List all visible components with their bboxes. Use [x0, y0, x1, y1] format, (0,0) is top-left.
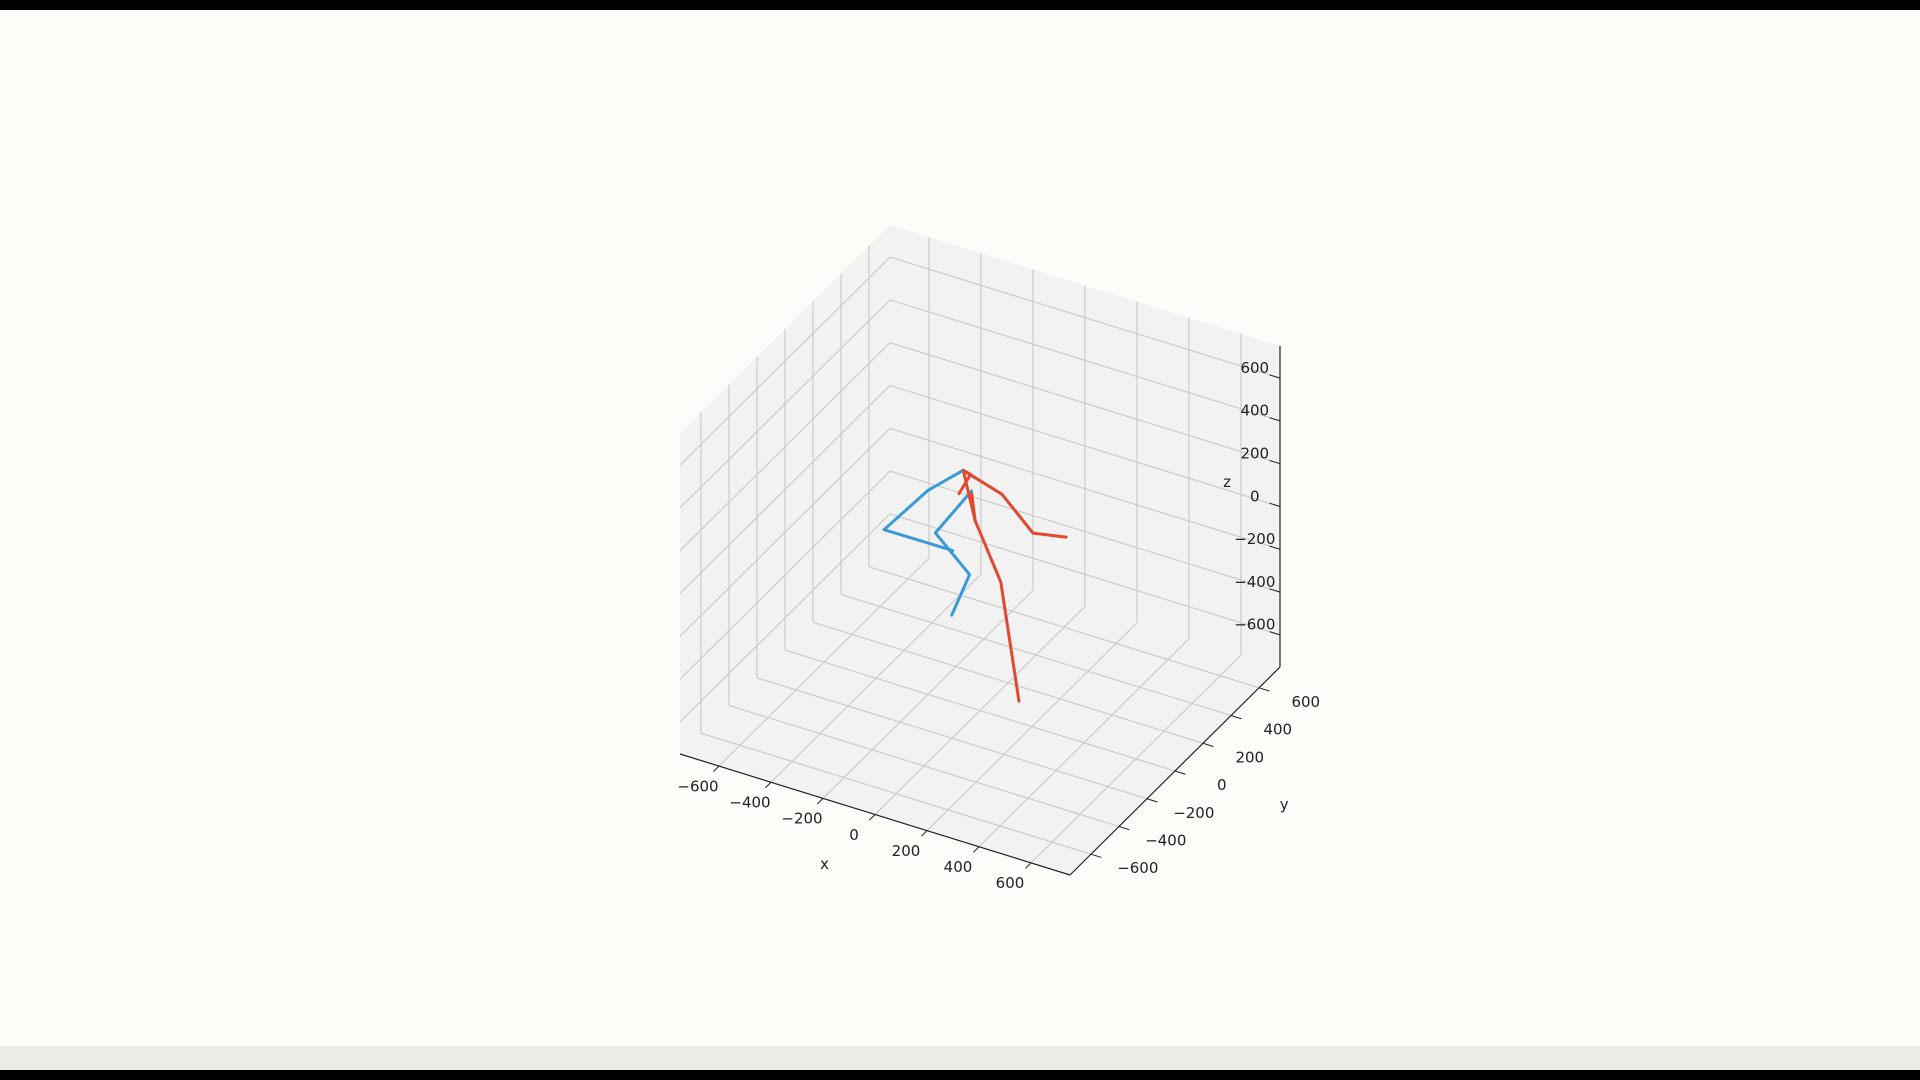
bottom-bar — [0, 1046, 1920, 1070]
y-tick-label-0: −600 — [1117, 859, 1158, 877]
z-tick-label-5: 400 — [1240, 402, 1269, 420]
grid-floor-y-3 — [784, 649, 1176, 772]
grid-ywall-z-6 — [889, 256, 1281, 379]
x-tick-label-4: 200 — [892, 842, 921, 860]
y-tick-3 — [1174, 770, 1186, 775]
y-tick-1 — [1118, 825, 1130, 831]
grid-floor-y-4 — [812, 621, 1204, 744]
grid-ywall-z-3 — [889, 384, 1281, 508]
grid-ywall-z-5 — [889, 299, 1281, 422]
y-tick-label-3: 0 — [1217, 776, 1227, 794]
series-right-arm — [961, 468, 1068, 539]
grid-floor-y-6 — [868, 566, 1260, 689]
grid-floor-x-5 — [978, 638, 1190, 848]
pose-3d-chart: −600−600−600−400−400−400−200 −200−2000002… — [677, 225, 1320, 892]
grid-xwall-z-4 — [679, 342, 891, 552]
x-tick-5 — [973, 846, 980, 853]
x-tick-label-6: 600 — [996, 874, 1025, 892]
y-axis-label: y — [1280, 795, 1289, 813]
z-tick-label-6: 600 — [1240, 359, 1269, 377]
y-tick-label-2: −200 — [1173, 804, 1214, 822]
z-tick-label-2: −200 — [1234, 530, 1275, 548]
z-tick-4 — [1269, 459, 1281, 465]
z-axis-label: z — [1223, 473, 1231, 491]
x-tick-2 — [817, 798, 824, 805]
z-tick-2 — [1269, 545, 1281, 550]
x-tick-label-5: 400 — [944, 858, 973, 876]
y-tick-5 — [1230, 715, 1242, 720]
x-tick-label-0: −600 — [677, 777, 718, 795]
z-tick-label-0: −600 — [1234, 616, 1275, 634]
y-tick-label-4: 200 — [1235, 748, 1264, 766]
x-axis-label: x — [820, 855, 829, 873]
z-tick-0 — [1269, 631, 1281, 636]
y-tick-4 — [1202, 742, 1214, 747]
z-tick-label-4: 200 — [1240, 445, 1269, 463]
grid-floor-x-4 — [926, 622, 1138, 832]
z-tick-1 — [1269, 588, 1281, 593]
z-tick-6 — [1269, 374, 1281, 379]
figure-canvas: −600 −600 −600 −400 −400 −400 −200 −200 −200 0 0 0 2… — [0, 10, 1920, 1046]
x-tick-label-3: 0 — [849, 826, 859, 844]
x-tick-4 — [921, 830, 928, 837]
z-tick-3 — [1269, 502, 1281, 507]
x-tick-label-2: −200 — [781, 810, 822, 828]
grid-ywall-z-4 — [889, 342, 1281, 465]
z-tick-label-1: −400 — [1234, 573, 1275, 591]
series-left-arm — [882, 468, 965, 553]
x-tick-3 — [869, 814, 876, 821]
x-tick-6 — [1025, 862, 1032, 869]
grid-floor-y-5 — [840, 594, 1232, 717]
y-tick-label-1: −400 — [1145, 831, 1186, 849]
y-tick-2 — [1146, 798, 1158, 803]
y-tick-6 — [1258, 687, 1270, 692]
series-left-leg — [933, 489, 973, 617]
grid-floor-x-6 — [1030, 654, 1242, 864]
grid-xwall-z-5 — [679, 299, 891, 509]
grid-xwall-z-3 — [679, 385, 891, 594]
z-tick-5 — [1269, 417, 1281, 422]
y-tick-label-5: 400 — [1263, 721, 1292, 739]
x-tick-label-1: −400 — [729, 794, 770, 812]
y-tick-0 — [1090, 853, 1102, 858]
x-tick-1 — [765, 781, 772, 789]
series-right-leg — [969, 489, 1021, 703]
x-tick-0 — [713, 765, 720, 773]
y-tick-label-6: 600 — [1291, 693, 1320, 711]
grid-xwall-z-6 — [679, 256, 891, 466]
series-spine — [961, 468, 977, 523]
z-tick-label-3: 0 — [1250, 487, 1260, 505]
